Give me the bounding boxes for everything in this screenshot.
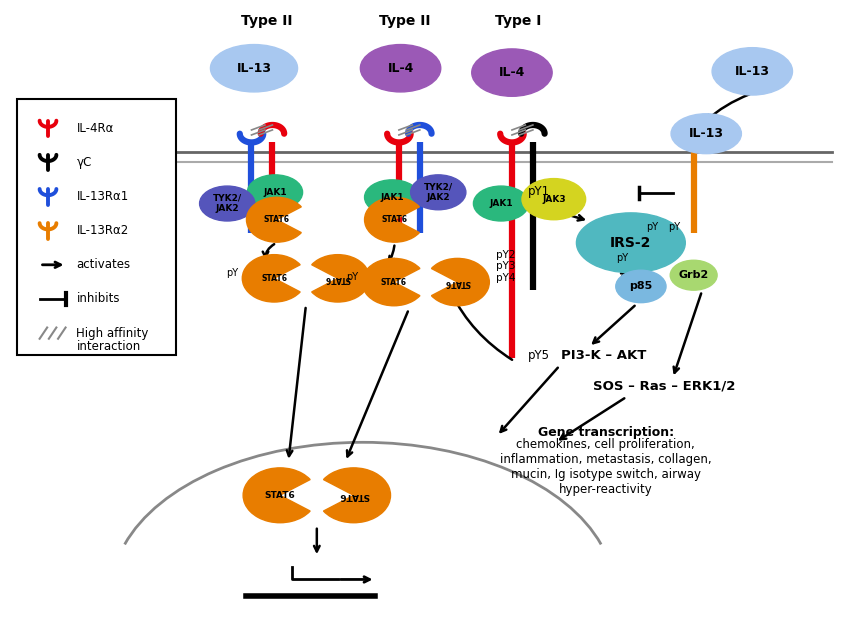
Text: STAT6: STAT6 bbox=[381, 277, 407, 287]
Text: JAK1: JAK1 bbox=[380, 193, 404, 202]
Text: pY: pY bbox=[646, 222, 658, 232]
Wedge shape bbox=[242, 255, 300, 302]
Ellipse shape bbox=[247, 175, 303, 209]
Wedge shape bbox=[432, 259, 489, 306]
Text: High affinity: High affinity bbox=[77, 326, 149, 340]
Ellipse shape bbox=[411, 175, 466, 209]
Ellipse shape bbox=[211, 45, 298, 92]
Text: STAT6: STAT6 bbox=[261, 274, 287, 283]
Text: Type I: Type I bbox=[495, 14, 541, 28]
Text: γC: γC bbox=[77, 156, 92, 169]
Wedge shape bbox=[243, 468, 310, 523]
Text: pY1: pY1 bbox=[528, 184, 550, 198]
Text: Type II: Type II bbox=[379, 14, 431, 28]
Text: STAT6: STAT6 bbox=[382, 215, 408, 224]
Ellipse shape bbox=[472, 49, 552, 96]
Ellipse shape bbox=[670, 260, 717, 290]
Text: IL-13: IL-13 bbox=[735, 65, 770, 78]
Ellipse shape bbox=[577, 213, 685, 273]
Text: pY2
pY3
pY4: pY2 pY3 pY4 bbox=[496, 250, 516, 283]
Text: chemokines, cell proliferation,
inflammation, metastasis, collagen,
mucin, Ig is: chemokines, cell proliferation, inflamma… bbox=[500, 438, 711, 496]
Ellipse shape bbox=[615, 270, 666, 303]
Ellipse shape bbox=[712, 48, 792, 95]
Text: pY: pY bbox=[616, 253, 629, 264]
Text: JAK1: JAK1 bbox=[489, 199, 513, 208]
Text: JAK1: JAK1 bbox=[263, 188, 287, 197]
Text: STAT6: STAT6 bbox=[264, 215, 290, 224]
Text: p85: p85 bbox=[629, 281, 652, 291]
Ellipse shape bbox=[364, 180, 420, 214]
Wedge shape bbox=[246, 198, 301, 242]
Text: IL-13Rα1: IL-13Rα1 bbox=[77, 190, 129, 203]
Text: pY: pY bbox=[346, 272, 358, 282]
Wedge shape bbox=[364, 198, 420, 242]
Ellipse shape bbox=[200, 186, 255, 221]
Text: TYK2/
JAK2: TYK2/ JAK2 bbox=[212, 194, 242, 213]
Ellipse shape bbox=[671, 114, 741, 153]
Wedge shape bbox=[312, 255, 369, 302]
Text: IL-4: IL-4 bbox=[388, 62, 414, 75]
Text: Type II: Type II bbox=[241, 14, 293, 28]
Text: STAT6: STAT6 bbox=[325, 274, 351, 283]
Text: IL-4Rα: IL-4Rα bbox=[77, 121, 114, 135]
Text: pY5: pY5 bbox=[528, 348, 550, 362]
Wedge shape bbox=[362, 259, 420, 306]
Ellipse shape bbox=[360, 45, 441, 92]
Ellipse shape bbox=[522, 179, 586, 220]
Text: interaction: interaction bbox=[77, 340, 141, 353]
Text: STAT6: STAT6 bbox=[338, 491, 369, 500]
Text: SOS – Ras – ERK1/2: SOS – Ras – ERK1/2 bbox=[593, 380, 736, 392]
Text: Grb2: Grb2 bbox=[679, 270, 709, 281]
Text: activates: activates bbox=[77, 259, 131, 271]
Text: Gene transcription:: Gene transcription: bbox=[538, 426, 674, 440]
Text: PI3-K – AKT: PI3-K – AKT bbox=[561, 348, 647, 362]
Text: pY: pY bbox=[668, 222, 680, 232]
Text: IL-4: IL-4 bbox=[499, 66, 525, 79]
Text: TYK2/
JAK2: TYK2/ JAK2 bbox=[424, 182, 453, 202]
Text: STAT6: STAT6 bbox=[265, 491, 295, 500]
Text: pY: pY bbox=[226, 269, 238, 279]
Text: IL-13Rα2: IL-13Rα2 bbox=[77, 224, 129, 237]
Text: inhibits: inhibits bbox=[77, 292, 120, 306]
Text: IRS-2: IRS-2 bbox=[610, 236, 652, 250]
FancyBboxPatch shape bbox=[17, 99, 176, 355]
Text: JAK3: JAK3 bbox=[542, 194, 566, 204]
Text: STAT6: STAT6 bbox=[444, 277, 470, 287]
Ellipse shape bbox=[474, 186, 529, 221]
Text: IL-13: IL-13 bbox=[689, 127, 724, 140]
Wedge shape bbox=[324, 468, 390, 523]
Text: IL-13: IL-13 bbox=[237, 62, 271, 75]
